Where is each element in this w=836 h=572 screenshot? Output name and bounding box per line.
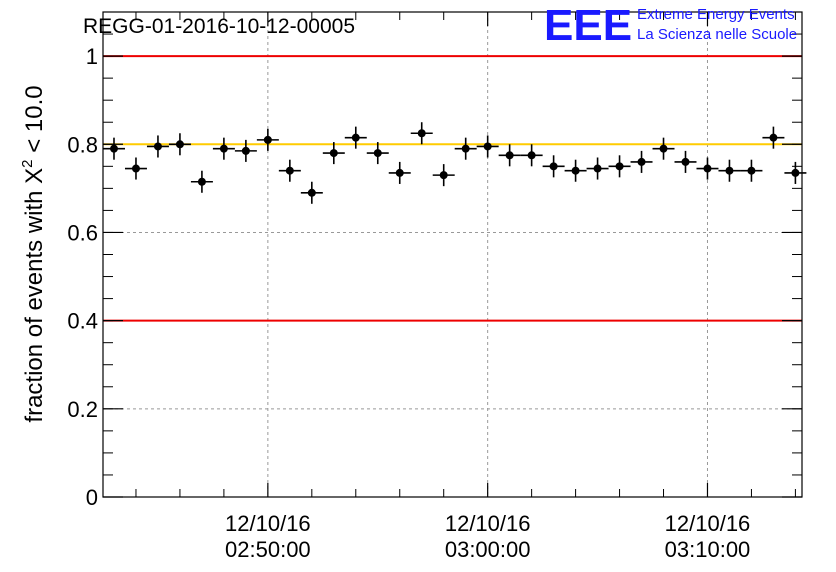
- data-point: [476, 135, 499, 158]
- x-tick-label-date: 12/10/16: [225, 511, 311, 536]
- point-marker: [747, 166, 756, 175]
- point-marker: [769, 133, 778, 142]
- data-point: [762, 126, 785, 149]
- data-point: [190, 170, 213, 193]
- point-marker: [263, 135, 272, 144]
- data-point: [103, 137, 125, 160]
- axis-ticks: [103, 11, 802, 498]
- data-points: [103, 122, 807, 204]
- data-point: [498, 144, 521, 167]
- y-tick-label: 0.4: [67, 309, 98, 334]
- point-marker: [659, 144, 668, 153]
- data-point: [344, 126, 367, 149]
- reference-lines: [103, 55, 802, 322]
- y-axis-label-main: fraction of events with X: [21, 168, 48, 423]
- data-point: [520, 144, 543, 167]
- y-axis-label: fraction of events with X2 < 10.0: [19, 85, 48, 422]
- data-point: [432, 164, 455, 187]
- point-marker: [241, 146, 250, 155]
- point-marker: [153, 142, 162, 151]
- point-marker: [219, 144, 228, 153]
- point-marker: [329, 149, 338, 158]
- data-point: [212, 137, 235, 160]
- data-point: [168, 133, 191, 156]
- chart-title: REGG-01-2016-10-12-00005: [83, 15, 355, 38]
- y-tick-label: 1: [86, 44, 98, 69]
- point-marker: [197, 177, 206, 186]
- y-tick-label: 0.2: [67, 397, 98, 422]
- point-marker: [483, 142, 492, 151]
- data-point: [300, 181, 323, 204]
- data-point: [278, 159, 301, 182]
- x-tick-label-date: 12/10/16: [665, 511, 751, 536]
- eee-logo-mark: EEE: [544, 1, 632, 50]
- point-marker: [637, 157, 646, 166]
- point-marker: [175, 140, 184, 149]
- point-marker: [395, 168, 404, 177]
- x-tick-label-time: 03:00:00: [445, 537, 531, 562]
- x-tick-label-time: 03:10:00: [665, 537, 751, 562]
- data-point: [652, 137, 675, 160]
- point-marker: [571, 166, 580, 175]
- point-marker: [131, 164, 140, 173]
- data-point: [586, 157, 609, 180]
- x-tick-labels: 12/10/1602:50:0012/10/1603:00:0012/10/16…: [225, 511, 750, 562]
- y-tick-label: 0: [86, 485, 98, 510]
- data-point: [256, 128, 279, 151]
- point-marker: [703, 164, 712, 173]
- grid-lines: [103, 12, 802, 497]
- point-marker: [285, 166, 294, 175]
- data-point: [608, 155, 631, 178]
- data-point: [696, 157, 719, 180]
- point-marker: [725, 166, 734, 175]
- data-point: [630, 150, 653, 173]
- point-marker: [791, 168, 800, 177]
- x-tick-label-date: 12/10/16: [445, 511, 531, 536]
- data-point: [784, 161, 807, 184]
- data-point: [234, 139, 257, 162]
- eee-logo-line2: La Scienza nelle Scuole: [637, 26, 797, 43]
- point-marker: [439, 171, 448, 180]
- data-point: [410, 122, 433, 145]
- data-point: [366, 142, 389, 165]
- data-point: [146, 135, 169, 158]
- y-tick-label: 0.8: [67, 132, 98, 157]
- data-point: [718, 159, 741, 182]
- point-marker: [417, 129, 426, 138]
- eee-logo: EEE Extreme Energy Events La Scienza nel…: [544, 1, 797, 50]
- point-marker: [505, 151, 514, 160]
- point-marker: [373, 149, 382, 158]
- data-point: [388, 161, 411, 184]
- data-point: [542, 155, 565, 178]
- point-marker: [527, 151, 536, 160]
- y-axis-label-condition: < 10.0: [21, 85, 48, 159]
- point-marker: [461, 144, 470, 153]
- point-marker: [681, 157, 690, 166]
- point-marker: [593, 164, 602, 173]
- point-marker: [615, 162, 624, 171]
- y-tick-label: 0.6: [67, 220, 98, 245]
- data-point: [124, 157, 147, 180]
- x-tick-label-time: 02:50:00: [225, 537, 311, 562]
- eee-logo-line1: Extreme Energy Events: [637, 6, 795, 23]
- data-point: [322, 142, 345, 165]
- y-axis-label-superscript: 2: [19, 159, 36, 167]
- y-tick-labels: 0 0.2 0.4 0.6 0.8 1: [67, 44, 98, 510]
- point-marker: [307, 188, 316, 197]
- data-point: [740, 159, 763, 182]
- point-marker: [109, 144, 118, 153]
- data-point: [564, 159, 587, 182]
- point-marker: [351, 133, 360, 142]
- point-marker: [549, 162, 558, 171]
- data-point: [674, 150, 697, 173]
- plot-frame: [102, 11, 803, 498]
- data-point: [454, 137, 477, 160]
